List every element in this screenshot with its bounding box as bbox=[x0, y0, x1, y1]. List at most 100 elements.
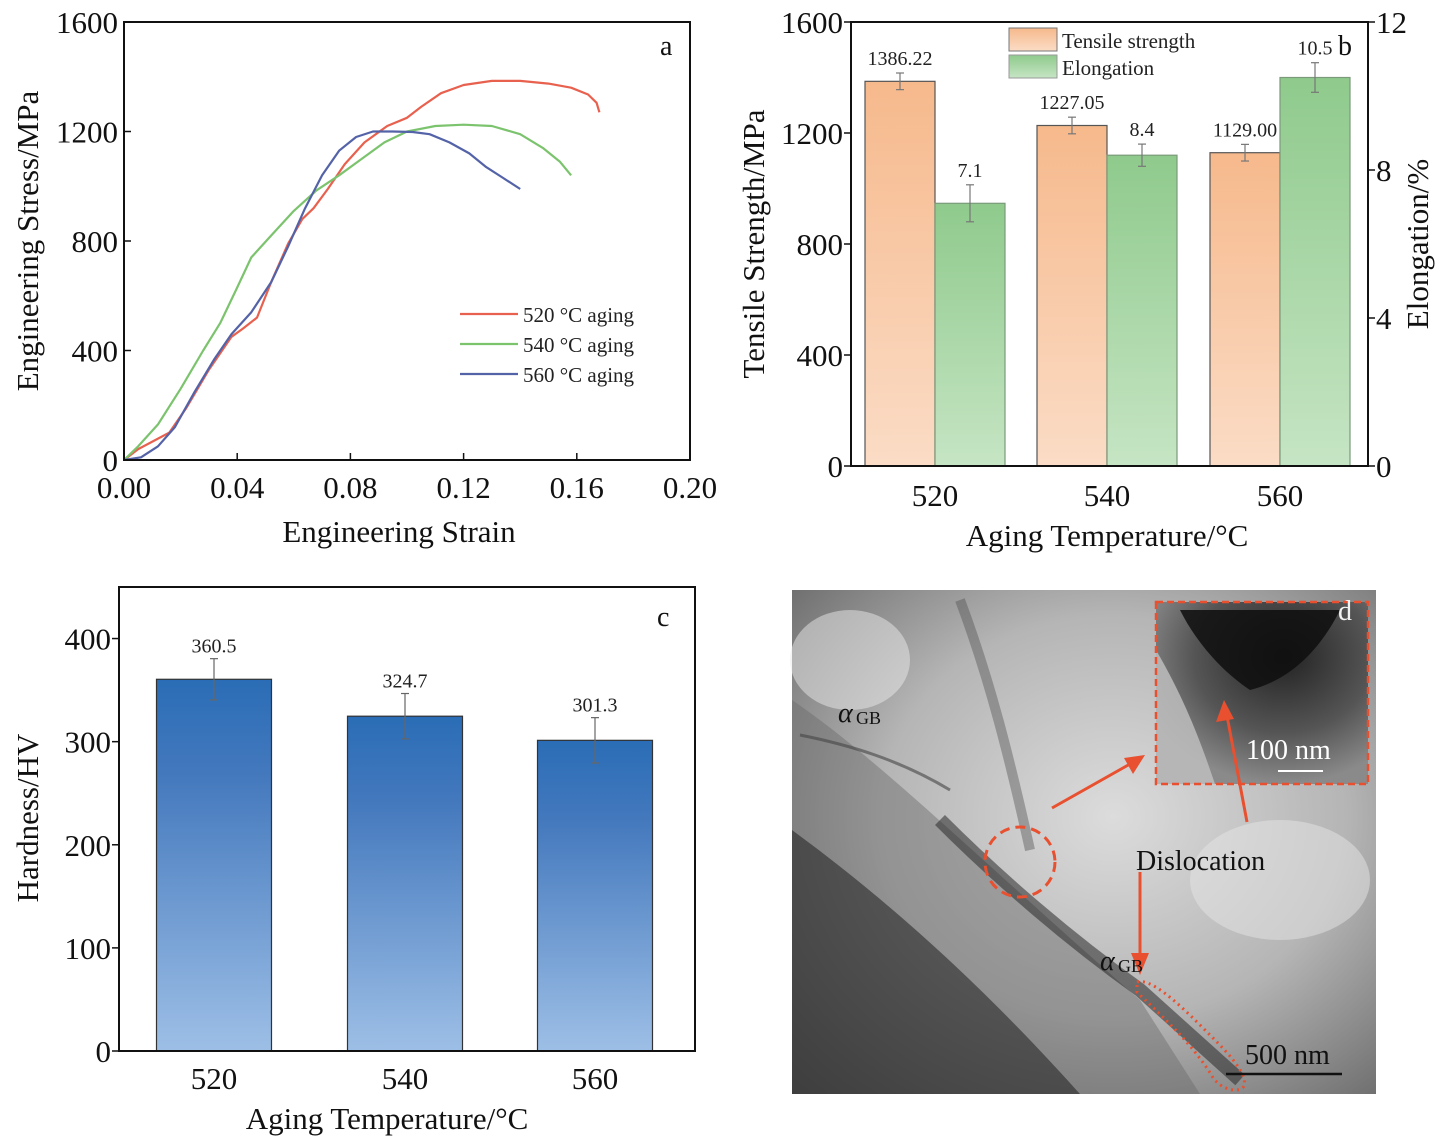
arrow-head-icon bbox=[1131, 953, 1149, 975]
panel-d-letter: d bbox=[1338, 596, 1352, 627]
main-scale-label: 500 nm bbox=[1245, 1040, 1330, 1071]
legend-label: 520 °C aging bbox=[523, 303, 635, 327]
x-tick-label: 0.12 bbox=[436, 470, 490, 505]
arrow-to-dislocation-icon bbox=[1225, 715, 1249, 823]
y-tick-label: 0 bbox=[96, 1034, 112, 1069]
x-tick-label: 0.08 bbox=[323, 470, 377, 505]
bar-elongation bbox=[934, 202, 1006, 467]
y-tick-label: 1200 bbox=[56, 115, 118, 150]
data-label-elongation: 8.4 bbox=[1130, 119, 1155, 141]
bar-hardness bbox=[155, 678, 273, 1052]
gb-subscript: GB bbox=[1118, 956, 1143, 976]
tem-bright-grain bbox=[790, 610, 910, 710]
y-tick-label: 400 bbox=[797, 338, 844, 373]
x-tick-label: 0.16 bbox=[550, 470, 604, 505]
alpha-symbol: α bbox=[838, 698, 854, 729]
data-label-elongation: 10.5 bbox=[1298, 38, 1333, 60]
gb-subscript: GB bbox=[856, 708, 881, 728]
panel-a-legend: 520 °C aging 540 °C aging 560 °C aging bbox=[460, 303, 635, 387]
legend-swatch-tensile bbox=[1008, 27, 1058, 52]
y-tick-label: 1600 bbox=[781, 5, 843, 40]
tem-inset-dark-particle bbox=[1180, 610, 1340, 690]
x-tick-label: 520 bbox=[912, 478, 959, 513]
legend-label: 560 °C aging bbox=[523, 363, 635, 387]
panel-b-y-axis-title-right: Elongation/% bbox=[1400, 159, 1435, 329]
y-tick-label: 800 bbox=[797, 227, 844, 262]
data-label-tensile: 1129.00 bbox=[1213, 119, 1277, 141]
x-tick-label: 0.20 bbox=[663, 470, 717, 505]
legend-swatch-elongation bbox=[1008, 54, 1058, 79]
panel-c-letter: c bbox=[657, 602, 669, 633]
tem-grain-boundary bbox=[935, 815, 1245, 1086]
arrow-head-icon bbox=[1216, 700, 1234, 722]
data-label-tensile: 1227.05 bbox=[1040, 92, 1105, 114]
y-right-tick-label: 4 bbox=[1376, 301, 1392, 336]
y-tick-label: 1600 bbox=[56, 5, 118, 40]
bar-tensile-strength bbox=[1036, 124, 1108, 467]
legend-label: Elongation bbox=[1062, 56, 1155, 80]
x-tick-label: 0.00 bbox=[97, 470, 151, 505]
arrow-head-icon bbox=[1124, 755, 1145, 774]
y-tick-label: 400 bbox=[65, 622, 112, 657]
bar-elongation bbox=[1279, 76, 1351, 467]
data-label-hardness: 301.3 bbox=[573, 695, 618, 717]
series-line-520 bbox=[124, 79, 601, 460]
panel-b-tensile-elongation-chart: 1386.22 7.1 1227.05 8.4 1129.00 10.5 0 400 800 1… bbox=[736, 5, 1435, 553]
dislocation-region-circle bbox=[983, 825, 1057, 899]
x-tick-label: 540 bbox=[382, 1061, 429, 1096]
panel-b-x-axis-title: Aging Temperature/°C bbox=[966, 518, 1249, 553]
tem-inset: d 100 nm bbox=[1154, 596, 1370, 786]
tem-inset-bright-region bbox=[1156, 650, 1215, 784]
y-tick-label: 800 bbox=[72, 224, 119, 259]
bar-elongation bbox=[1106, 154, 1178, 467]
tem-dark-region bbox=[792, 830, 1080, 1094]
panel-a-y-axis-title: Engineering Stress/MPa bbox=[10, 91, 45, 392]
data-label-hardness: 324.7 bbox=[383, 671, 428, 693]
legend-label: Tensile strength bbox=[1062, 29, 1196, 53]
data-label-tensile: 1386.22 bbox=[868, 48, 933, 70]
tem-bright-grain bbox=[1190, 820, 1370, 940]
tem-annotations bbox=[983, 700, 1249, 1092]
panel-a-stress-strain-chart: 0 400 800 1200 1600 0.00 0.04 0.08 0.12 0.16 0.20… bbox=[10, 5, 717, 549]
x-tick-label: 560 bbox=[572, 1061, 619, 1096]
x-tick-label: 520 bbox=[191, 1061, 238, 1096]
y-right-tick-label: 12 bbox=[1376, 5, 1407, 40]
bar-hardness bbox=[346, 715, 464, 1052]
panel-b-legend: Tensile strength Elongation bbox=[1008, 27, 1196, 80]
arrow-to-inset-icon bbox=[1051, 762, 1131, 810]
alpha-gb-label-bottom: α GB bbox=[1100, 946, 1143, 977]
panel-b-letter: b bbox=[1338, 31, 1352, 62]
alpha-symbol: α bbox=[1100, 946, 1116, 977]
y-right-tick-label: 8 bbox=[1376, 153, 1392, 188]
y-tick-label: 300 bbox=[65, 725, 112, 760]
series-line-560 bbox=[124, 130, 521, 460]
y-right-tick-label: 0 bbox=[1376, 449, 1392, 484]
series-line-540 bbox=[124, 123, 572, 460]
y-tick-label: 1200 bbox=[781, 116, 843, 151]
panel-c-y-axis-title: Hardness/HV bbox=[10, 733, 45, 902]
alpha-gb-label-top: α GB bbox=[838, 698, 881, 729]
y-tick-label: 400 bbox=[72, 334, 119, 369]
data-label-hardness: 360.5 bbox=[192, 636, 237, 658]
bar-tensile-strength bbox=[1209, 152, 1281, 467]
y-tick-label: 0 bbox=[828, 449, 844, 484]
x-tick-label: 540 bbox=[1084, 478, 1131, 513]
x-tick-label: 560 bbox=[1257, 478, 1304, 513]
bar-tensile-strength bbox=[864, 80, 936, 467]
y-tick-label: 100 bbox=[65, 931, 112, 966]
tem-boundary-line bbox=[799, 733, 951, 792]
panel-d-tem-micrograph: d 100 nm Dislocation α GB α GB 500 nm bbox=[790, 590, 1376, 1094]
panel-a-letter: a bbox=[660, 31, 673, 62]
bar-hardness bbox=[536, 739, 654, 1052]
x-tick-label: 0.04 bbox=[210, 470, 265, 505]
panel-a-x-axis-title: Engineering Strain bbox=[282, 514, 516, 549]
panel-c-x-axis-title: Aging Temperature/°C bbox=[246, 1101, 529, 1136]
dislocation-label: Dislocation bbox=[1136, 846, 1265, 877]
panel-b-y-axis-title-left: Tensile Strength/MPa bbox=[736, 109, 771, 378]
panel-a-plot-frame bbox=[123, 21, 691, 461]
tem-grain-band bbox=[792, 700, 1200, 1094]
legend-label: 540 °C aging bbox=[523, 333, 635, 357]
data-label-elongation: 7.1 bbox=[958, 160, 983, 182]
